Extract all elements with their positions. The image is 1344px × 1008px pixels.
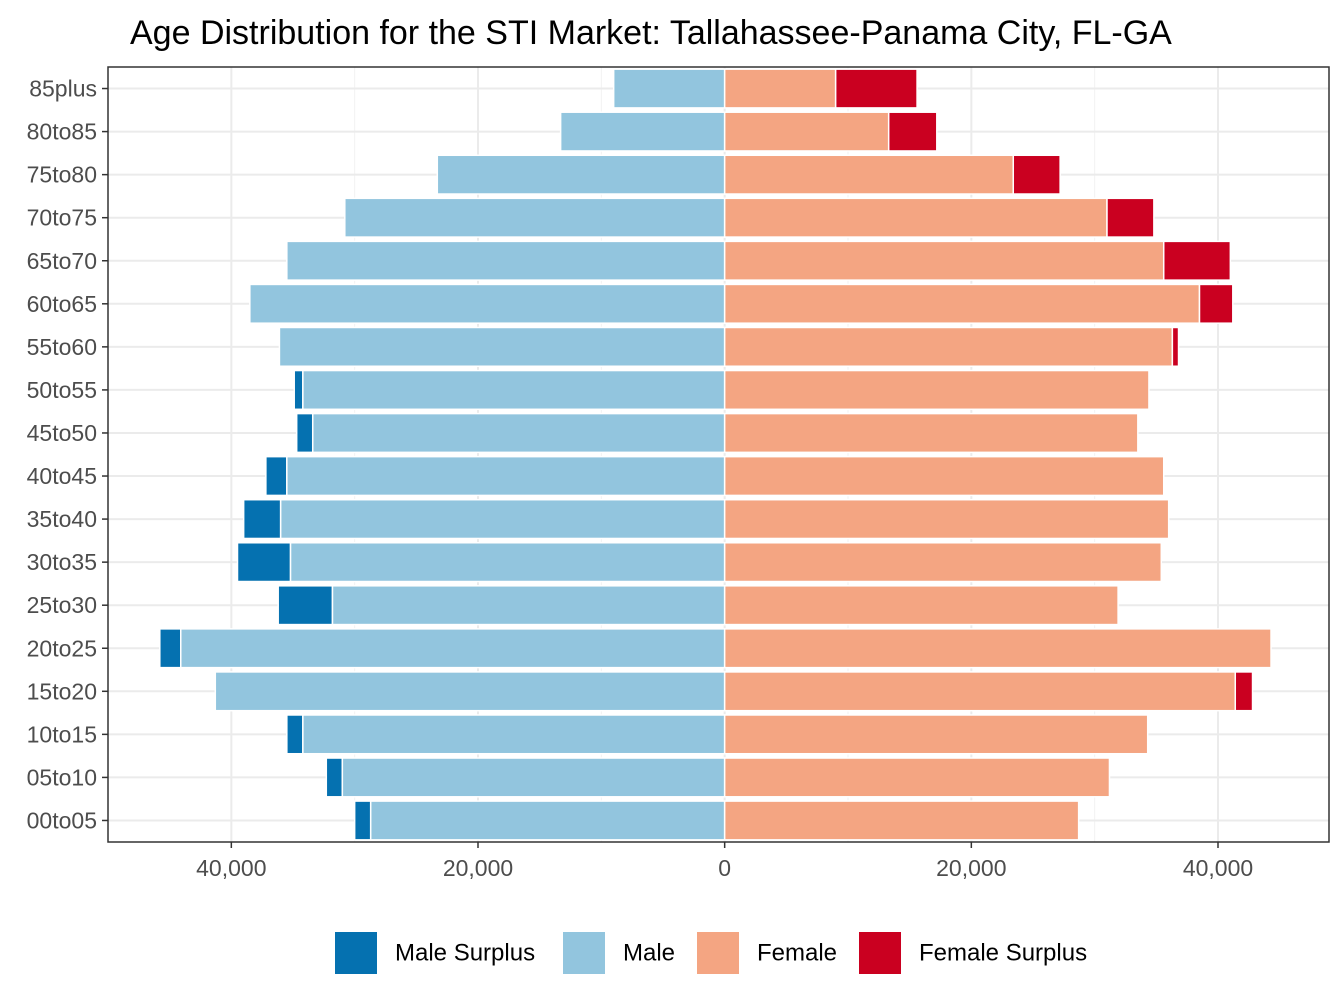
y-tick-label: 35to40 — [27, 506, 97, 532]
bar-male-55to60 — [278, 326, 726, 367]
bar-female-surplus-75to80 — [1012, 154, 1061, 195]
bar-female-05to10 — [723, 757, 1111, 798]
y-tick-label: 20to25 — [27, 635, 97, 661]
y-tick-label: 40to45 — [27, 463, 97, 489]
y-tick-label: 25to30 — [27, 592, 97, 618]
y-tick-label: 70to75 — [27, 205, 97, 231]
bar-male-05to10 — [341, 757, 726, 798]
bar-male-60to65 — [249, 283, 726, 324]
bar-female-60to65 — [723, 283, 1201, 324]
bar-female-surplus-65to70 — [1162, 240, 1232, 281]
bar-male-20to25 — [180, 628, 726, 669]
plot-border — [107, 66, 1330, 843]
x-axis: 40,000 20,000 0 20,000 40,000 — [196, 842, 1253, 881]
legend-key — [563, 932, 605, 974]
y-tick-label: 10to15 — [27, 721, 97, 747]
bar-female-45to50 — [723, 412, 1139, 454]
bar-female-70to75 — [723, 197, 1108, 238]
bar-male-25to30 — [331, 585, 726, 626]
bar-male-70to75 — [344, 197, 726, 238]
bar-male-surplus-10to15 — [286, 714, 304, 755]
bar-female-surplus-55to60 — [1171, 326, 1180, 367]
bar-male-surplus-45to50 — [295, 412, 314, 454]
y-tick-label: 15to20 — [27, 678, 97, 704]
legend-label: Female — [757, 940, 837, 967]
bar-male-surplus-30to35 — [236, 542, 292, 583]
bar-female-surplus-70to75 — [1106, 197, 1155, 238]
legend-label: Male Surplus — [395, 940, 535, 967]
bar-female-25to30 — [723, 585, 1119, 626]
legend: Male Surplus Male Female Female Surplus — [335, 932, 1087, 974]
legend-label: Male — [623, 940, 675, 967]
legend-label: Female Surplus — [919, 940, 1087, 967]
y-tick-label: 60to65 — [27, 291, 97, 317]
bar-female-surplus-85plus — [834, 68, 918, 109]
x-tick-label: 40,000 — [1183, 855, 1253, 881]
y-tick-label: 85plus — [29, 76, 97, 102]
y-tick-label: 65to70 — [27, 248, 97, 274]
bar-male-80to85 — [559, 111, 726, 152]
bar-male-surplus-20to25 — [159, 628, 182, 669]
bar-female-40to45 — [723, 455, 1165, 497]
bar-female-35to40 — [723, 498, 1170, 540]
bar-male-45to50 — [311, 412, 726, 454]
bar-female-15to20 — [723, 671, 1237, 712]
bar-male-40to45 — [286, 455, 726, 497]
bar-female-75to80 — [723, 154, 1015, 195]
bar-male-75to80 — [436, 154, 726, 195]
legend-key — [859, 932, 901, 974]
bar-female-surplus-80to85 — [887, 111, 938, 152]
x-tick-label: 20,000 — [443, 855, 513, 881]
x-tick-label: 40,000 — [196, 855, 266, 881]
y-axis: 00to05 05to10 10to15 15to20 20to25 25to30 30to… — [27, 76, 108, 833]
y-tick-label: 00to05 — [27, 807, 97, 833]
bar-male-surplus-00to05 — [353, 800, 372, 841]
bar-male-00to05 — [369, 800, 726, 841]
bar-male-30to35 — [289, 542, 726, 583]
bar-female-85plus — [723, 68, 837, 109]
bar-male-35to40 — [279, 498, 726, 540]
plot-panel — [108, 67, 1329, 842]
y-tick-label: 45to50 — [27, 420, 97, 446]
bar-female-65to70 — [723, 240, 1165, 281]
x-tick-label: 20,000 — [936, 855, 1006, 881]
bar-female-surplus-15to20 — [1234, 671, 1254, 712]
y-tick-label: 30to35 — [27, 549, 97, 575]
bar-female-20to25 — [723, 628, 1272, 669]
bars — [159, 68, 1272, 841]
y-tick-label: 80to85 — [27, 119, 97, 145]
bar-female-55to60 — [723, 326, 1174, 367]
bar-male-65to70 — [286, 240, 726, 281]
chart-title: Age Distribution for the STI Market: Tal… — [130, 14, 1172, 52]
bar-male-surplus-25to30 — [277, 585, 334, 626]
bar-male-10to15 — [302, 714, 726, 755]
y-tick-label: 75to80 — [27, 162, 97, 188]
bar-female-30to35 — [723, 542, 1163, 583]
y-tick-label: 55to60 — [27, 334, 97, 360]
bar-male-surplus-50to55 — [293, 369, 304, 411]
bar-male-85plus — [612, 68, 726, 109]
y-tick-label: 05to10 — [27, 764, 97, 790]
bar-male-surplus-35to40 — [242, 498, 282, 540]
x-tick-label: 0 — [718, 855, 731, 881]
bar-female-80to85 — [723, 111, 890, 152]
bar-male-15to20 — [214, 671, 726, 712]
bar-male-surplus-40to45 — [265, 455, 288, 497]
bar-female-50to55 — [723, 369, 1150, 411]
bar-female-surplus-60to65 — [1198, 283, 1234, 324]
bar-female-00to05 — [723, 800, 1080, 841]
legend-key — [335, 932, 377, 974]
bar-male-50to55 — [302, 369, 726, 411]
bar-male-surplus-05to10 — [325, 757, 344, 798]
legend-key — [697, 932, 739, 974]
bar-female-10to15 — [723, 714, 1149, 755]
y-tick-label: 50to55 — [27, 377, 97, 403]
